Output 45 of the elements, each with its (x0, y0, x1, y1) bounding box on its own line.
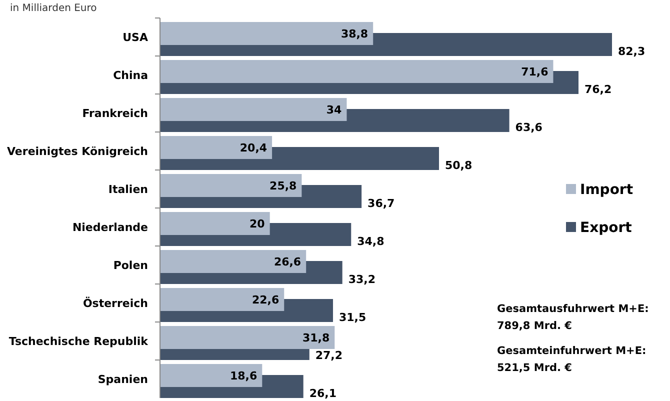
y-tick-label: Frankreich (82, 107, 148, 120)
legend-label: Import (580, 182, 634, 198)
data-label: 50,8 (445, 159, 472, 172)
y-tick-label: Österreich (82, 296, 148, 310)
annotation: Gesamtausfuhrwert M+E: 789,8 Mrd. € (497, 303, 649, 332)
y-tick-label: Italien (108, 183, 148, 196)
data-label: 76,2 (584, 83, 612, 96)
data-label: 20,4 (240, 142, 268, 154)
data-label: 31,8 (302, 332, 330, 344)
bar (160, 22, 374, 45)
bar (160, 174, 302, 197)
annotation: Gesamteinfuhrwert M+E: 521,5 Mrd. € (497, 345, 646, 374)
data-label: 63,6 (515, 121, 543, 134)
data-label: 22,6 (252, 294, 280, 306)
data-label: 31,5 (339, 311, 366, 324)
data-label: 27,2 (315, 349, 343, 362)
legend-label: Export (580, 220, 632, 236)
bar (160, 326, 335, 349)
bar (160, 98, 347, 121)
data-label: 18,6 (230, 370, 258, 382)
bar (160, 136, 272, 159)
data-label: 34,8 (357, 235, 384, 248)
bar (160, 250, 306, 273)
text: in Milliarden Euro (10, 3, 97, 14)
y-tick-label: USA (122, 31, 148, 44)
y-tick-label: Spanien (98, 373, 148, 386)
y-tick-label: China (113, 69, 148, 82)
bar (160, 60, 554, 83)
data-label: 25,8 (270, 180, 297, 192)
y-tick-label: Vereinigtes Königreich (7, 145, 148, 158)
data-label: 36,7 (368, 197, 395, 210)
data-label: 38,8 (340, 28, 368, 40)
data-label: 82,3 (618, 45, 646, 58)
y-tick-label: Polen (113, 259, 148, 272)
data-label: 33,2 (348, 273, 376, 286)
data-label: 26,6 (274, 256, 302, 268)
data-label: 34 (326, 104, 342, 116)
y-tick-label: Niederlande (72, 221, 148, 234)
bar (160, 212, 270, 235)
y-tick-label: Tschechische Republik (8, 335, 149, 348)
bar (160, 364, 262, 387)
data-label: 26,1 (309, 387, 336, 400)
data-label: 20 (250, 218, 266, 230)
data-label: 71,6 (521, 66, 549, 78)
bar (160, 288, 284, 311)
